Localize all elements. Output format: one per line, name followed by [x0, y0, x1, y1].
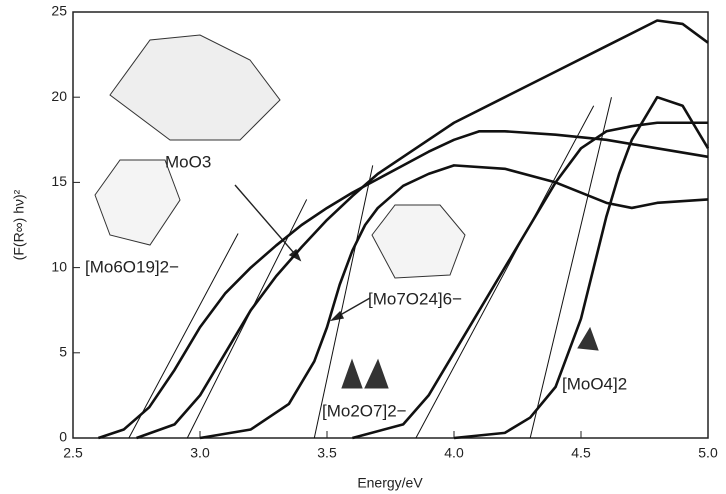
y-axis-label: (F(R∞) hν)² — [11, 189, 27, 260]
y-tick-label: 0 — [59, 429, 67, 445]
x-tick-label: 4.0 — [444, 445, 464, 461]
y-tick-label: 10 — [51, 258, 67, 274]
x-tick-label: 4.5 — [571, 445, 591, 461]
arrows — [235, 185, 370, 320]
mo2o7-structure — [365, 360, 388, 388]
arrow — [235, 185, 300, 260]
curve — [352, 123, 708, 438]
y-tick-label: 5 — [59, 344, 67, 360]
mo2o7-structure — [342, 360, 362, 388]
mo6o19-structure — [95, 160, 180, 245]
x-tick-label: 3.0 — [190, 445, 210, 461]
series-label: [MoO4]2 — [562, 374, 627, 393]
y-tick-label: 15 — [51, 173, 67, 189]
series-label: [Mo7O24]6− — [368, 289, 462, 308]
series-label: [Mo6O19]2− — [85, 257, 179, 276]
moo3-structure — [110, 35, 280, 140]
series-label: MoO3 — [165, 152, 211, 171]
x-tick-label: 3.5 — [317, 445, 337, 461]
chart: Energy/eV (F(R∞) hν)² 0 5 10 15 20 25 2.5 3.0 3.… — [0, 0, 726, 494]
x-axis-label: Energy/eV — [357, 475, 423, 491]
series-label: [Mo2O7]2− — [322, 401, 407, 420]
x-tick-label: 5.0 — [698, 445, 718, 461]
y-tick-label: 25 — [51, 3, 67, 19]
y-tick-label: 20 — [51, 88, 67, 104]
mo7o24-structure — [372, 205, 465, 278]
moo4-structure — [578, 328, 598, 350]
x-tick-label: 2.5 — [63, 445, 83, 461]
